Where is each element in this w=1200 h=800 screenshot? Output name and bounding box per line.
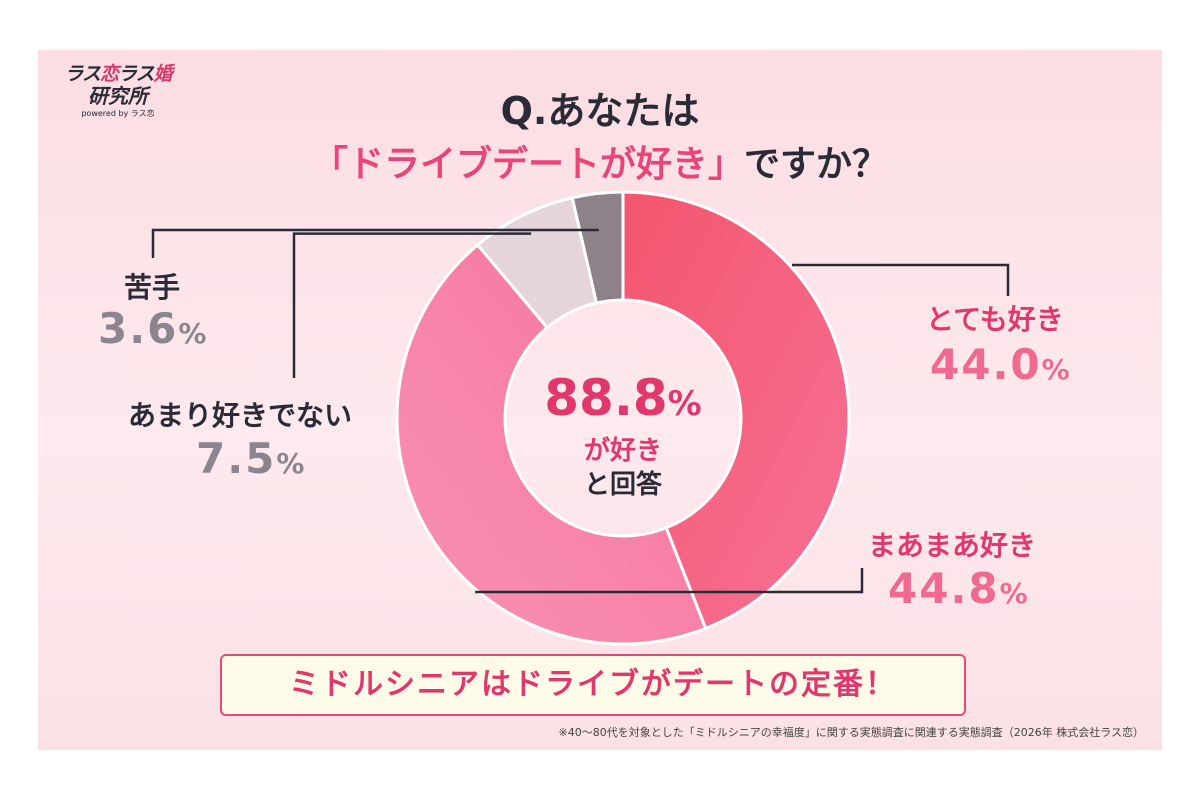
question-highlight: 「ドライブデートが好き」	[311, 144, 744, 185]
value-not-really-like: 7.5%	[196, 434, 307, 483]
value-dislike: 3.6%	[98, 304, 209, 353]
footnote: ※40～80代を対象とした「ミドルシニアの幸福度」に関する実態調査に関連する実態…	[558, 726, 1144, 739]
leader-dislike	[151, 228, 599, 258]
brand-logo: ラス恋ラス婚 研究所 powered by ラス恋	[64, 63, 172, 118]
conclusion-banner: ミドルシニアはドライブがデートの定番！	[220, 654, 966, 716]
value-somewhat-like: 44.8%	[888, 564, 1030, 613]
label-not-really-like: あまり好きでない	[128, 399, 353, 432]
label-dislike: 苦手	[124, 271, 181, 304]
slice-somewhat-like	[395, 242, 708, 646]
label-somewhat-like: まあまあ好き	[868, 529, 1037, 562]
donut-center: 88.8% が好き と回答	[544, 369, 702, 500]
leader-not-really-like	[292, 232, 532, 378]
question-subtitle: 「ドライブデートが好き」ですか？	[0, 140, 1200, 190]
slice-very-like	[621, 190, 851, 631]
slice-dislike	[570, 190, 625, 305]
question-title: Q.あなたは	[500, 89, 700, 133]
leader-somewhat-like	[475, 568, 864, 594]
label-very-like: とても好き	[926, 303, 1064, 336]
value-very-like: 44.0%	[930, 340, 1072, 389]
leader-very-like	[791, 263, 1010, 296]
question-suffix: ですか？	[744, 144, 889, 185]
